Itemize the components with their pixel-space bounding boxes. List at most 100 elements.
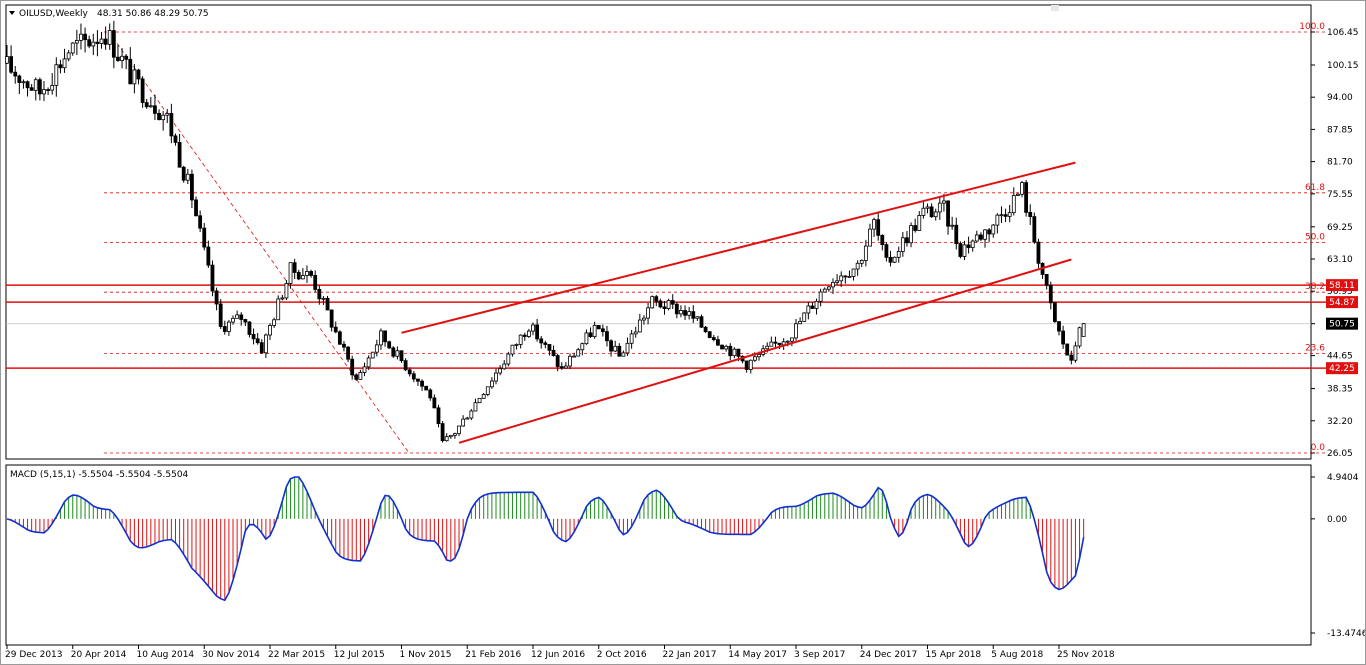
trend-channel[interactable] — [401, 161, 1076, 444]
candle-body — [650, 296, 655, 309]
candle-body — [325, 297, 330, 311]
candle-body — [440, 423, 445, 442]
candle-body — [765, 345, 770, 350]
candle-body — [744, 360, 749, 370]
price-tag — [1326, 296, 1358, 309]
price-tick-label: 69.25 — [1327, 223, 1353, 233]
time-tick-label: 12 Jun 2016 — [531, 650, 585, 660]
candle-body — [1020, 182, 1024, 195]
candle-body — [58, 64, 63, 69]
candle-body — [674, 303, 679, 315]
candle-body — [502, 363, 507, 370]
macd-axis: 4.9404 0.00 -13.4746 — [1311, 473, 1366, 639]
candle-body — [1061, 330, 1066, 345]
candle-body — [132, 69, 137, 85]
horizontal-lines[interactable] — [6, 284, 1326, 369]
candle-body — [880, 234, 885, 246]
price-tick-label: 100.15 — [1327, 61, 1359, 71]
channel-upper-line[interactable] — [401, 161, 1076, 334]
candle-body — [1057, 321, 1061, 332]
candle-body — [136, 69, 141, 80]
price-pane[interactable]: 100.0 61.8 50.0 38.2 23.6 0.0 OILUSD,Weekly 4… — [5, 4, 1327, 460]
candle-body — [481, 394, 486, 399]
candle-body — [666, 300, 671, 309]
candle-body — [1016, 193, 1020, 196]
candle-body — [728, 345, 733, 357]
macd-pane[interactable]: MACD (5,15,1) -5.5504 -5.5504 -5.5504 — [5, 464, 1312, 646]
candle-body — [769, 341, 774, 347]
time-tick-label: 22 Mar 2015 — [268, 650, 325, 660]
time-tick-label: 20 Apr 2014 — [71, 650, 127, 660]
candle-body — [116, 56, 120, 61]
fibonacci-retracement[interactable]: 100.0 61.8 50.0 38.2 23.6 0.0 — [104, 22, 1326, 454]
candle-body — [222, 326, 227, 332]
candle-body — [292, 262, 297, 273]
candle-body — [1081, 323, 1086, 337]
candle-body — [662, 306, 667, 309]
candle-body — [568, 355, 572, 367]
candle-body — [789, 337, 794, 342]
candle-body — [691, 311, 696, 319]
ohlc-values: 48.31 50.86 48.29 50.75 — [97, 9, 209, 19]
candle-body — [1024, 182, 1029, 213]
candle-body — [588, 332, 593, 338]
time-tick-label: 2 Oct 2016 — [597, 650, 647, 660]
candle-body — [79, 33, 83, 41]
candle-body — [473, 402, 478, 412]
candle-body — [411, 373, 416, 380]
candle-body — [826, 286, 831, 290]
candle-body — [420, 380, 424, 387]
price-axis: 106.45 100.15 94.00 87.85 81.70 75.55 69.25 63.… — [1311, 28, 1359, 459]
candle-body — [436, 407, 441, 424]
candle-body — [120, 55, 124, 61]
channel-lower-line[interactable] — [458, 258, 1072, 444]
candle-body — [379, 330, 383, 346]
price-tag-label: 54.87 — [1329, 298, 1355, 308]
candle-body — [91, 41, 96, 47]
candle-body — [773, 341, 778, 344]
candle-body — [165, 113, 170, 116]
candle-body — [695, 316, 700, 319]
candle-body — [946, 200, 950, 227]
candle-body — [609, 340, 613, 352]
candle-body — [970, 240, 975, 248]
candle-body — [794, 323, 798, 339]
candle-body — [276, 298, 281, 321]
candle-body — [999, 214, 1004, 217]
candle-body — [321, 297, 326, 300]
candle-body — [711, 337, 716, 341]
candle-body — [453, 433, 457, 436]
candle-body — [580, 343, 585, 351]
candle-body — [917, 215, 922, 231]
triangle-down-icon[interactable] — [9, 11, 15, 15]
candle-body — [46, 89, 50, 91]
candle-body — [243, 319, 248, 323]
candle-body — [1032, 216, 1037, 243]
time-tick-label: 29 Dec 2013 — [5, 650, 63, 660]
candle-body — [107, 30, 112, 45]
pane-scroll-indicator[interactable] — [1051, 5, 1059, 11]
candle-body — [822, 288, 827, 293]
candle-body — [839, 275, 844, 282]
fib-diagonal[interactable] — [108, 31, 410, 454]
candle-body — [280, 297, 285, 300]
candle-body — [157, 112, 161, 121]
price-tick-label: 106.45 — [1327, 28, 1359, 38]
candle-body — [555, 355, 560, 368]
candle-body — [929, 206, 934, 218]
candle-body — [161, 114, 166, 121]
price-tick-label: 56.95 — [1327, 287, 1353, 297]
candle-body — [909, 225, 913, 244]
fib-level-label: 100.0 — [1299, 22, 1325, 32]
candle-body — [876, 219, 881, 236]
macd-tick-label: 0.00 — [1327, 515, 1347, 525]
candle-body — [33, 79, 38, 91]
candle-body — [654, 296, 659, 302]
candle-body — [333, 326, 338, 333]
candle-body — [300, 275, 305, 280]
time-tick-label: 25 Nov 2018 — [1057, 650, 1115, 660]
candle-body — [342, 343, 346, 348]
candle-body — [785, 340, 790, 343]
